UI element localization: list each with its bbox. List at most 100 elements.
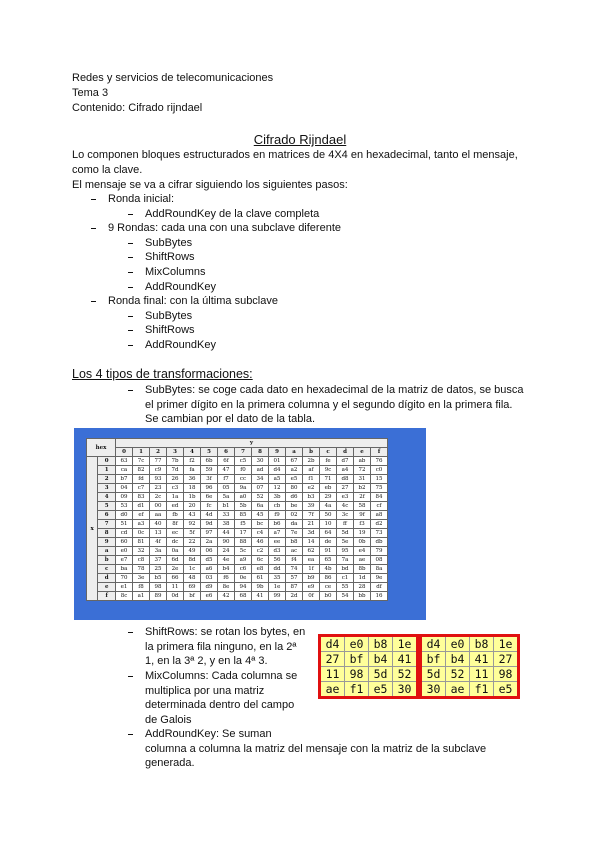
sbox-cell: 7a [336,555,354,565]
sbox-cell: ba [115,564,133,574]
sbox-cell: 2a [200,537,218,547]
sbox-cell: 0f [302,591,320,601]
sbox-cell: ce [319,582,337,592]
sbox-cell: 09 [115,492,133,502]
sbox-row: 5 53 d1 00 ed 20 fc b1 5b 6a cb be 39 4a 4c 58 cf [87,501,388,511]
sbox-cell: 35 [268,573,286,583]
sbox-cell: 87 [285,582,303,592]
sbox-cell: bc [251,519,269,529]
sbox-cell: 6c [251,555,269,565]
header-line: Redes y servicios de telecomunicaciones [72,72,274,84]
sbox-cell: 06 [200,546,218,556]
sbox-cell: a9 [234,555,252,565]
sbox-cell: b9 [302,573,320,583]
sbox-cell: 44 [217,528,235,538]
sbox-cell: 96 [200,483,218,493]
sbox-column-label: 6 [217,447,235,457]
sbox-cell: 8a [370,564,388,574]
sbox-cell: 0d [166,591,184,601]
sbox-cell: ec [166,528,184,538]
sbox-cell: 1b [183,492,201,502]
sbox-cell: eb [319,483,337,493]
sbox-cell: 6b [200,456,218,466]
sbox-cell: 45 [251,510,269,520]
sbox-cell: ab [353,456,371,466]
sbox-cell: 4d [200,510,218,520]
sbox-cell: 95 [336,546,354,556]
sbox-figure: hex y 0 1 2 3 4 5 6 7 8 9 a b c d e f x 0 63 7c 77 7b f2 6b 6f c5 30… [74,428,426,620]
sbox-cell: 12 [268,483,286,493]
document-title: Cifrado Rijndael [253,132,347,147]
sbox-cell: d4 [268,465,286,475]
sbox-cell: a7 [268,528,286,538]
sbox-cell: 63 [115,456,133,466]
sbox-cell: 9d [200,519,218,529]
sbox-row: 4 09 83 2c 1a 1b 6e 5a a0 52 3b d6 b3 29 e3 2f 84 [87,492,388,502]
sbox-row-label: c [97,564,116,574]
matrix-cell: 41 [469,651,494,667]
sbox-cell: c9 [149,465,167,475]
sbox-cell: b0 [319,591,337,601]
matrix-row: ae f1 e5 30 [319,681,418,698]
sbox-cell: a6 [200,564,218,574]
sbox-cell: 31 [353,474,371,484]
list-dash [128,272,133,273]
sbox-cell: 5b [234,501,252,511]
sbox-row-label: f [97,591,116,601]
sbox-cell: ad [251,465,269,475]
transform-text: Se cambian por el dato de la tabla. [145,413,316,426]
sbox-cell: 72 [353,465,371,475]
list-dash [91,199,96,200]
sbox-cell: 7f [302,510,320,520]
sbox-cell: 7d [166,465,184,475]
matrix-row: d4 e0 b8 1e [420,635,519,652]
sbox-cell: 92 [183,519,201,529]
sbox-cell: 91 [319,546,337,556]
sbox-row-label: b [97,555,116,565]
matrix-cell: 5d [420,666,446,682]
step-item: ShiftRows [145,324,195,337]
sbox-cell: ee [268,537,286,547]
sbox-cell: 16 [370,591,388,601]
sbox-cell: a8 [370,510,388,520]
matrix-cell: 30 [420,681,446,698]
sbox-cell: 65 [319,555,337,565]
sbox-cell: d7 [336,456,354,466]
matrix-cell: b8 [368,635,393,652]
sbox-cell: 97 [200,528,218,538]
matrix-cell: 27 [319,651,345,667]
matrix-cell: ae [445,681,470,698]
sbox-cell: 50 [319,510,337,520]
sbox-cell: 52 [251,492,269,502]
sbox-column-label: 5 [200,447,218,457]
sbox-column-label: 4 [183,447,201,457]
step-item: AddRoundKey de la clave completa [145,207,320,220]
transform-text: determinada dentro del campo [145,699,295,712]
sbox-column-label: 3 [166,447,184,457]
matrix-cell: 11 [319,666,345,682]
sbox-cell: 02 [285,510,303,520]
sbox-cell: 61 [251,573,269,583]
matrix-row: bf b4 41 27 [420,651,519,667]
sbox-cell: 42 [217,591,235,601]
transform-text: el primer dígito en la primera columna y… [145,398,513,411]
sbox-cell: 62 [302,546,320,556]
sbox-cell: e9 [302,582,320,592]
sbox-row-label: 7 [97,519,116,529]
sbox-cell: 3f [200,474,218,484]
transform-text: SubBytes: se coge cada dato en hexadecim… [145,384,524,396]
matrix-cell: 27 [493,651,519,667]
sbox-cell: 9c [319,465,337,475]
sbox-cell: 8d [183,555,201,565]
sbox-cell: be [285,501,303,511]
sbox-cell: d5 [200,555,218,565]
sbox-cell: fd [132,474,150,484]
sbox-column-label: 1 [132,447,150,457]
sbox-cell: 4e [217,555,235,565]
list-dash [91,228,96,230]
sbox-cell: 22 [183,537,201,547]
sbox-cell: ca [115,465,133,475]
transform-text: MixColumns: Cada columna se [145,670,298,682]
sbox-cell: 25 [149,564,167,574]
sbox-column-label: e [353,447,371,457]
